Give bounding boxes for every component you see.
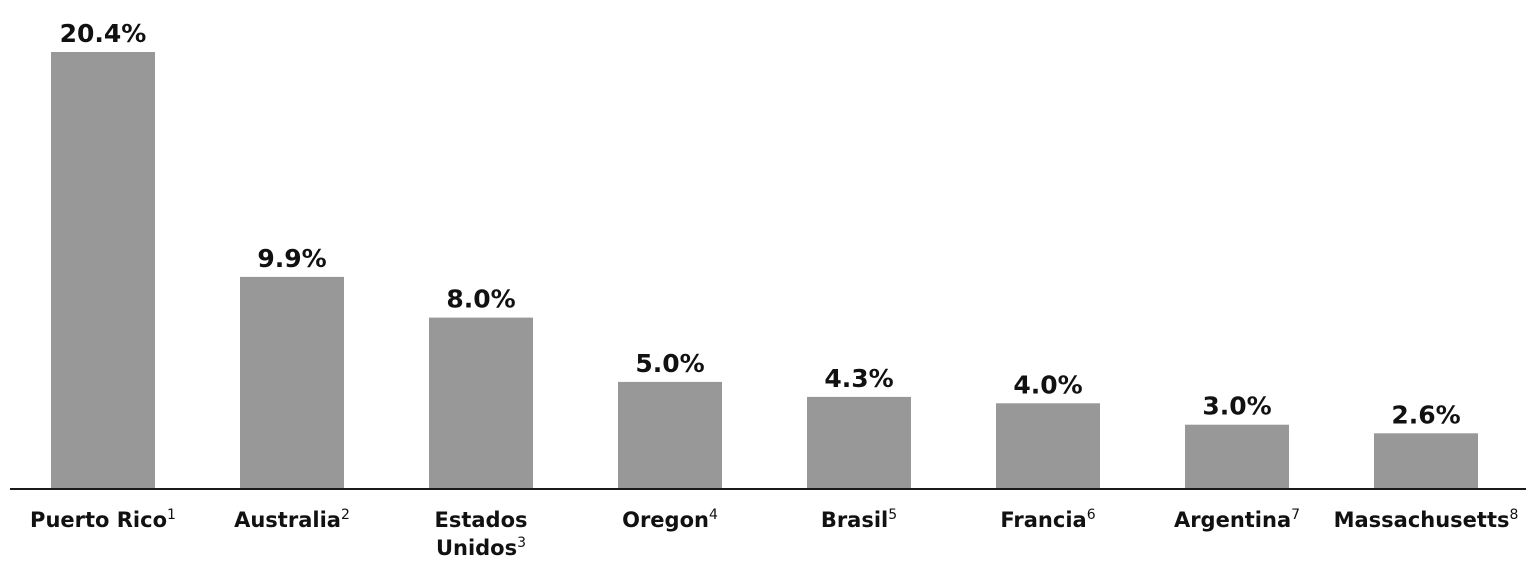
bar-2 (240, 276, 344, 489)
value-label-8: 2.6% (1391, 400, 1460, 429)
bar-7 (1185, 424, 1289, 489)
value-label-7: 3.0% (1202, 392, 1271, 421)
category-footnote-marker-6: 6 (1087, 507, 1096, 523)
bar-3 (429, 317, 533, 489)
value-label-3: 8.0% (446, 285, 515, 314)
value-labels-layer: 20.4% 9.9% 8.0% 5.0% 4.3% 4.0% 3.0% 2.6% (60, 19, 1461, 429)
category-label-6: Francia6 (1000, 507, 1095, 532)
category-label-3-line-2: Unidos3 (436, 535, 526, 560)
category-labels-layer: Puerto Rico1 Australia2 Estados Unidos3 Oreg… (30, 507, 1518, 560)
bar-5 (807, 396, 911, 489)
bars-layer (51, 52, 1478, 489)
value-label-2: 9.9% (257, 244, 326, 273)
value-label-6: 4.0% (1013, 370, 1082, 399)
category-footnote-marker-7: 7 (1291, 507, 1300, 523)
category-footnote-marker-5: 5 (888, 507, 897, 523)
category-footnote-marker-3: 3 (517, 535, 526, 551)
bar-4 (618, 381, 722, 489)
category-label-4: Oregon4 (622, 507, 718, 532)
value-label-1: 20.4% (60, 19, 147, 48)
category-footnote-marker-8: 8 (1509, 507, 1518, 523)
category-label-3-line-1: Estados (434, 508, 527, 532)
category-label-2: Australia2 (234, 507, 350, 532)
category-footnote-marker-2: 2 (341, 507, 350, 523)
bar-8 (1374, 433, 1478, 489)
category-label-1: Puerto Rico1 (30, 507, 176, 532)
category-label-5: Brasil5 (821, 507, 897, 532)
bar-1 (51, 52, 155, 489)
category-label-7: Argentina7 (1174, 507, 1300, 532)
value-label-5: 4.3% (824, 364, 893, 393)
category-footnote-marker-1: 1 (167, 507, 176, 523)
category-label-8: Massachusetts8 (1334, 507, 1519, 532)
category-footnote-marker-4: 4 (709, 507, 718, 523)
bar-6 (996, 403, 1100, 489)
value-label-4: 5.0% (635, 349, 704, 378)
